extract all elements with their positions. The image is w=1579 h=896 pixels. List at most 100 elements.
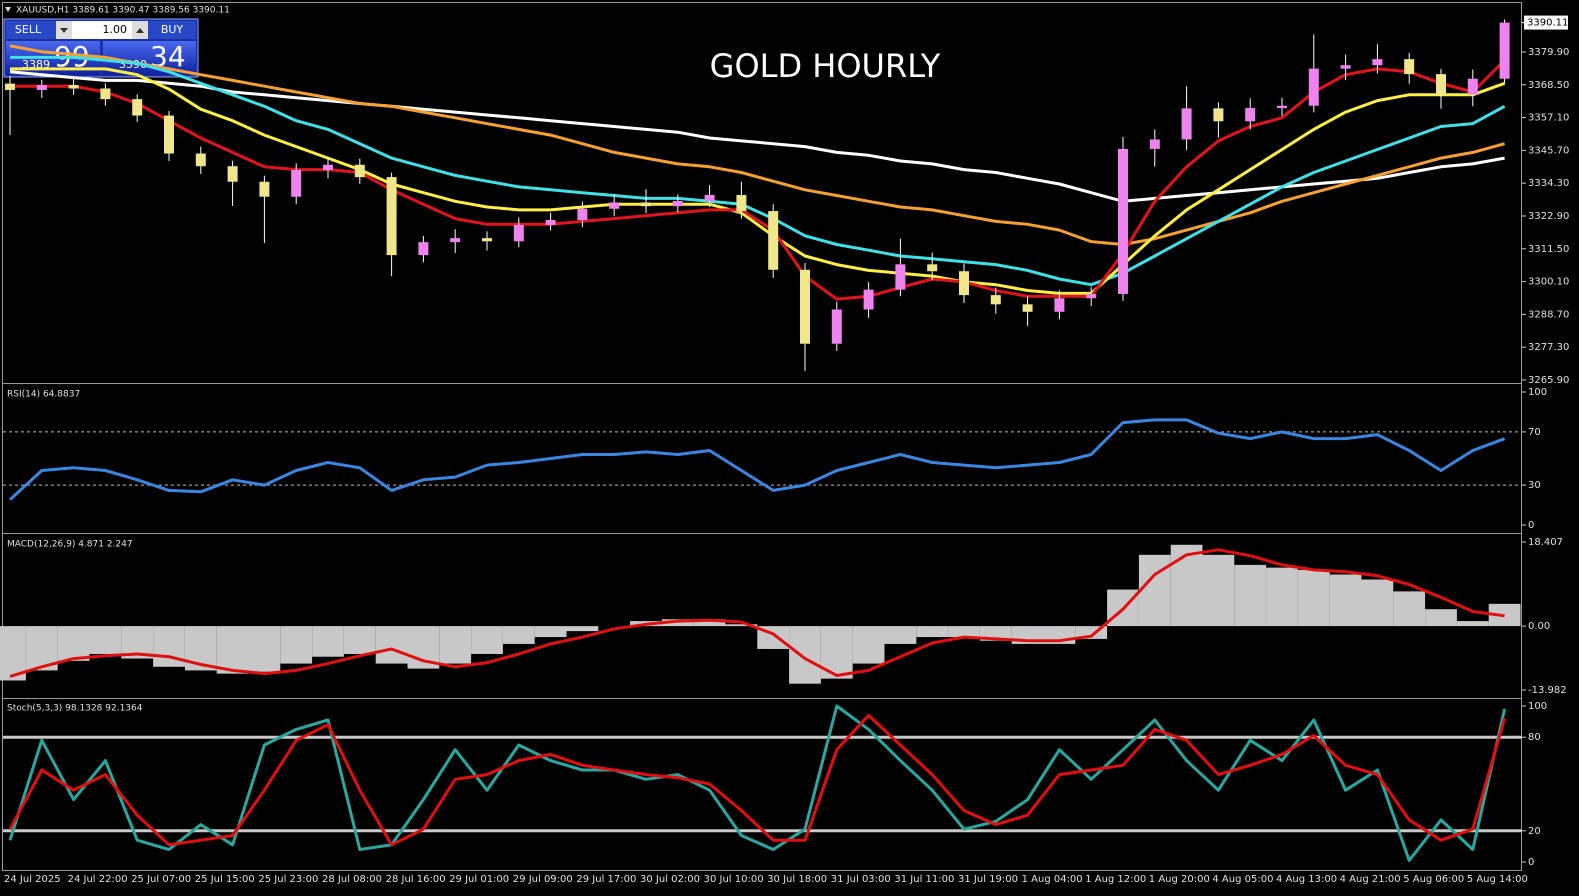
buy-label[interactable]: BUY xyxy=(161,23,184,36)
macd-bar xyxy=(502,626,535,644)
candle-body xyxy=(1054,298,1065,312)
candle-body xyxy=(482,238,492,242)
sell-label[interactable]: SELL xyxy=(15,23,42,36)
lots-field[interactable] xyxy=(72,21,132,39)
macd-bar xyxy=(916,626,949,638)
x-tick-label: 28 Jul 16:00 xyxy=(386,874,446,885)
candle-body xyxy=(959,271,969,296)
candle-body xyxy=(195,153,206,167)
x-tick-label: 24 Jul 2025 xyxy=(4,874,61,885)
x-tick-label: 30 Jul 18:00 xyxy=(767,874,827,885)
x-tick-label: 1 Aug 20:00 xyxy=(1149,874,1210,885)
y-tick-label: 18.407 xyxy=(1528,537,1563,548)
moving-average xyxy=(10,59,1506,301)
macd-bar xyxy=(725,624,758,627)
y-tick-label: 80 xyxy=(1528,732,1541,743)
macd-bar xyxy=(1361,579,1394,627)
indicator-label: MACD(12,26,9) 4.871 2.247 xyxy=(7,540,133,550)
macd-bar xyxy=(343,626,376,654)
last-price-label: 3390.11 xyxy=(1527,18,1568,29)
lots-up-icon xyxy=(136,28,144,33)
macd-bar xyxy=(661,619,694,627)
x-tick-label: 24 Jul 22:00 xyxy=(68,874,128,885)
x-tick-label: 4 Aug 21:00 xyxy=(1340,874,1401,885)
candle-body xyxy=(1277,105,1287,109)
x-tick-label: 30 Jul 10:00 xyxy=(704,874,764,885)
macd-bar xyxy=(312,626,344,657)
rsi-line xyxy=(8,418,1506,501)
macd-bar xyxy=(1297,569,1330,627)
y-tick-label: 3322.90 xyxy=(1528,211,1569,222)
stoch-main xyxy=(8,704,1507,862)
macd-bar xyxy=(534,626,567,638)
lots-down-icon xyxy=(60,28,68,33)
y-tick-label: 3311.50 xyxy=(1528,244,1569,255)
candle-body xyxy=(1118,148,1128,294)
macd-bar xyxy=(1234,564,1267,627)
macd-bar xyxy=(375,626,408,664)
chart-header: XAUUSD,H1 3389.61 3390.47 3389.56 3390.1… xyxy=(16,6,230,16)
candle-body xyxy=(1181,108,1192,140)
moving-average xyxy=(9,44,1505,246)
macd-bar xyxy=(1202,554,1235,627)
candle-body xyxy=(800,269,810,344)
candle-body xyxy=(1149,139,1160,149)
symbol-icon xyxy=(5,7,11,12)
moving-average xyxy=(10,67,1506,295)
candle-body xyxy=(609,202,620,209)
y-tick-label: 0.00 xyxy=(1528,621,1550,632)
candle-body xyxy=(895,264,906,290)
y-tick-label: 3288.70 xyxy=(1528,309,1569,320)
candle-body xyxy=(418,242,429,256)
sell-button[interactable] xyxy=(6,21,56,39)
x-tick-label: 4 Aug 13:00 xyxy=(1276,874,1337,885)
y-tick-label: 3379.90 xyxy=(1528,47,1569,58)
y-tick-label: 3265.90 xyxy=(1528,375,1569,386)
candle-body xyxy=(1308,68,1319,106)
candle-body xyxy=(5,83,15,90)
macd-bar xyxy=(789,626,821,684)
candle-body xyxy=(68,85,79,89)
macd-bar xyxy=(1393,591,1426,627)
x-tick-label: 25 Jul 23:00 xyxy=(258,874,318,885)
macd-bar xyxy=(1138,554,1171,627)
macd-bar xyxy=(693,619,726,627)
y-tick-label: 3334.30 xyxy=(1528,178,1569,189)
indicator-label: RSI(14) 64.8837 xyxy=(7,390,80,400)
candle-body xyxy=(354,164,365,178)
x-tick-label: 25 Jul 15:00 xyxy=(195,874,255,885)
x-tick-label: 1 Aug 12:00 xyxy=(1085,874,1146,885)
x-tick-label: 29 Jul 17:00 xyxy=(576,874,636,885)
candle-body xyxy=(291,169,302,197)
chart-title: GOLD HOURLY xyxy=(710,47,941,85)
macd-bar xyxy=(1425,609,1457,627)
candle-body xyxy=(1372,59,1383,66)
x-tick-label: 29 Jul 09:00 xyxy=(513,874,573,885)
buy-button[interactable] xyxy=(148,21,196,39)
y-tick-label: -13.982 xyxy=(1528,685,1567,696)
y-tick-label: 3345.70 xyxy=(1528,145,1569,156)
y-tick-label: 0 xyxy=(1528,520,1534,531)
macd-bar xyxy=(89,626,122,654)
y-tick-label: 0 xyxy=(1528,857,1534,868)
y-tick-label: 3300.10 xyxy=(1528,277,1569,288)
candle-body xyxy=(545,219,556,225)
candle-body xyxy=(100,88,111,100)
x-tick-label: 4 Aug 05:00 xyxy=(1212,874,1273,885)
candle-body xyxy=(450,238,461,243)
y-tick-label: 70 xyxy=(1528,427,1541,438)
lots-value: 1.00 xyxy=(103,23,128,36)
candle-body xyxy=(36,85,47,90)
candle-body xyxy=(1245,108,1256,122)
y-tick-label: 100 xyxy=(1528,701,1547,712)
macd-bar xyxy=(1329,574,1362,627)
macd-bar xyxy=(1170,544,1203,627)
ask-box[interactable] xyxy=(103,41,196,75)
candle-body xyxy=(227,166,238,182)
candle-body xyxy=(641,202,651,207)
macd-bar xyxy=(57,626,90,661)
x-tick-label: 1 Aug 04:00 xyxy=(1022,874,1083,885)
candle-body xyxy=(1086,293,1097,299)
moving-average xyxy=(9,70,1505,203)
candle-body xyxy=(1213,108,1224,122)
